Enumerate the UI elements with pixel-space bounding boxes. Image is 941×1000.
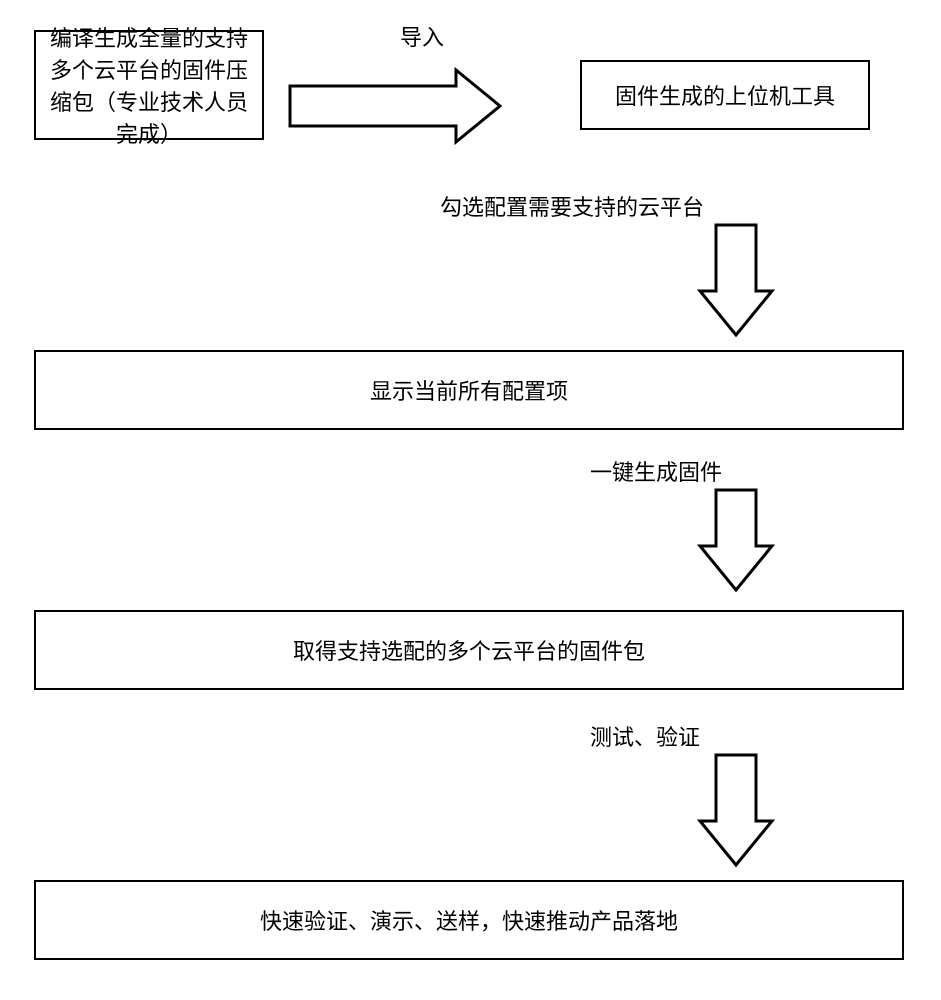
flow-node-label: 取得支持选配的多个云平台的固件包 [293,634,645,666]
flow-node-n2: 固件生成的上位机工具 [580,60,870,130]
flowchart-canvas: 编译生成全量的支持多个云平台的固件压缩包（专业技术人员完成） 固件生成的上位机工具… [0,0,941,1000]
flow-arrow-label-e1: 导入 [400,20,444,52]
flow-node-label: 快速验证、演示、送样，快速推动产品落地 [260,904,678,936]
flow-arrow-label-e3: 一键生成固件 [590,455,722,487]
flow-arrow-e4 [700,755,772,865]
flow-node-n4: 取得支持选配的多个云平台的固件包 [34,610,904,690]
flow-node-label: 固件生成的上位机工具 [615,79,835,111]
flow-node-label: 显示当前所有配置项 [370,374,568,406]
flow-arrow-label-e4: 测试、验证 [590,720,700,752]
flow-node-n1: 编译生成全量的支持多个云平台的固件压缩包（专业技术人员完成） [34,30,264,140]
flow-node-n5: 快速验证、演示、送样，快速推动产品落地 [34,880,904,960]
flow-arrow-e2 [700,225,772,335]
flow-arrow-label-e2: 勾选配置需要支持的云平台 [440,190,704,222]
flow-node-n3: 显示当前所有配置项 [34,350,904,430]
flow-node-label: 编译生成全量的支持多个云平台的固件压缩包（专业技术人员完成） [44,21,254,149]
flow-arrow-e3 [700,490,772,590]
flow-arrow-e1 [290,70,500,142]
